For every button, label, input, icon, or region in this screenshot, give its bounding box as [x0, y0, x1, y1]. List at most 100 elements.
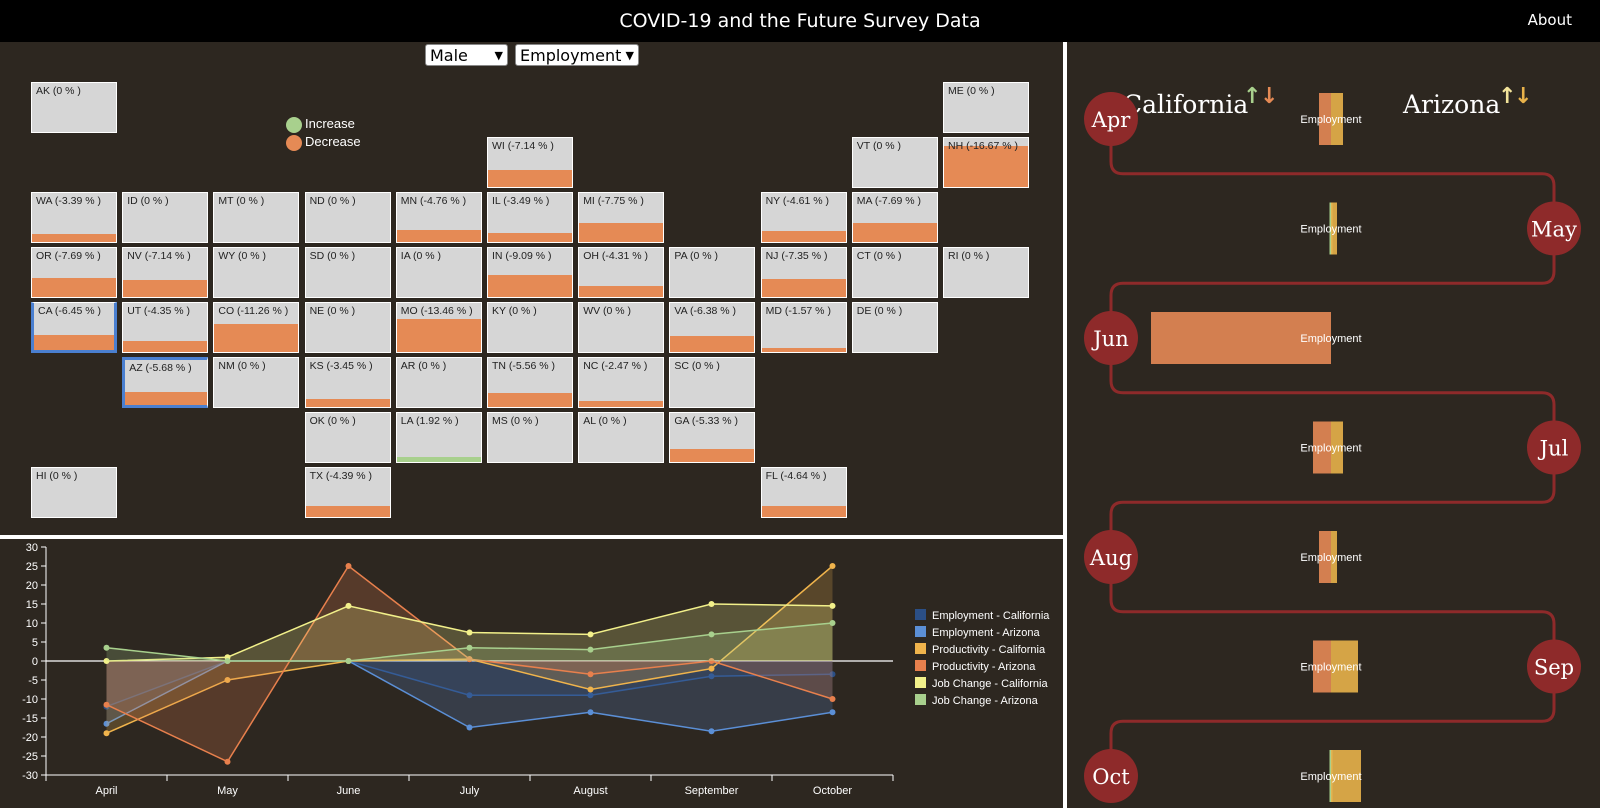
state-tile[interactable]: MS (0 % ) [487, 412, 573, 463]
state-tile[interactable]: WA (-3.39 % ) [31, 192, 117, 243]
x-tick-label: September [685, 785, 739, 797]
state-tile[interactable]: AK (0 % ) [31, 82, 117, 133]
state-tile[interactable]: RI (0 % ) [943, 247, 1029, 298]
state-tile-label: OK (0 % ) [309, 415, 356, 427]
state-tile[interactable]: DE (0 % ) [851, 302, 938, 353]
state-tile[interactable]: GA (-5.33 % ) [669, 412, 756, 463]
state-tile[interactable]: MI (-7.75 % ) [578, 192, 665, 243]
data-point [829, 602, 836, 609]
state-tile[interactable]: ID (0 % ) [122, 192, 209, 243]
data-point [103, 730, 110, 737]
state-tile[interactable]: SC (0 % ) [669, 357, 756, 408]
data-point [587, 671, 594, 678]
data-point [829, 671, 836, 678]
data-point [587, 692, 594, 699]
state-tile[interactable]: NJ (-7.35 % ) [760, 247, 847, 298]
legend-label: Employment - Arizona [932, 627, 1040, 639]
legend-label: Productivity - Arizona [932, 661, 1036, 673]
state-tile[interactable]: CO (-11.26 % ) [213, 302, 300, 353]
x-tick-label: April [95, 785, 117, 797]
state-tile-fill [32, 278, 116, 297]
state-tile-fill [488, 169, 572, 187]
state-tile[interactable]: IN (-9.09 % ) [487, 247, 573, 298]
state-tile[interactable]: WI (-7.14 % ) [487, 137, 573, 188]
state-tile-fill [670, 448, 755, 462]
x-tick-label: May [217, 785, 238, 797]
state-tile[interactable]: MT (0 % ) [213, 192, 300, 243]
state-tile[interactable]: FL (-4.64 % ) [760, 467, 847, 518]
state-tile-label: SC (0 % ) [674, 360, 720, 372]
month-circle[interactable] [1084, 311, 1138, 365]
state-tile[interactable]: CT (0 % ) [851, 247, 938, 298]
state-tile-label: SD (0 % ) [309, 250, 356, 262]
state-tile[interactable]: OK (0 % ) [304, 412, 391, 463]
state-tile-fill [761, 348, 846, 352]
legend-swatch [915, 609, 926, 620]
legend-swatch [915, 643, 926, 654]
arrow-up-icon: ↑ [1498, 84, 1517, 109]
state-tile[interactable]: PA (0 % ) [669, 247, 756, 298]
about-link[interactable]: About [1527, 11, 1572, 29]
month-circle[interactable] [1527, 639, 1581, 694]
state-tile[interactable]: WY (0 % ) [213, 247, 300, 298]
data-point [466, 644, 473, 651]
state-tile-label: OR (-7.69 % ) [36, 250, 101, 262]
state-tile[interactable]: NY (-4.61 % ) [760, 192, 847, 243]
state-tile[interactable]: MN (-4.76 % ) [395, 192, 482, 243]
month-circle[interactable] [1084, 92, 1138, 146]
y-tick-label: 30 [26, 542, 38, 554]
y-tick-label: 5 [32, 637, 38, 649]
state-tile[interactable]: TN (-5.56 % ) [487, 357, 573, 408]
month-circle[interactable] [1527, 201, 1581, 256]
state-tile-label: ND (0 % ) [309, 195, 356, 207]
state-tile[interactable]: NE (0 % ) [304, 302, 391, 353]
state-tile[interactable]: WV (0 % ) [578, 302, 665, 353]
state-tile[interactable]: IA (0 % ) [395, 247, 482, 298]
state-tile[interactable]: OH (-4.31 % ) [578, 247, 665, 298]
state-tile[interactable]: ND (0 % ) [304, 192, 391, 243]
state-tile-label: IA (0 % ) [400, 250, 442, 262]
california-bar [1151, 312, 1331, 364]
state-tile[interactable]: MA (-7.69 % ) [851, 192, 938, 243]
state-tile[interactable]: ME (0 % ) [943, 82, 1029, 133]
state-tile[interactable]: HI (0 % ) [31, 467, 117, 518]
month-circle[interactable] [1527, 420, 1581, 475]
gender-select[interactable]: Male ▼ [425, 44, 508, 66]
y-tick-label: 25 [26, 561, 38, 573]
state-tile-label: CT (0 % ) [856, 250, 902, 262]
data-point [829, 563, 836, 569]
state-tile[interactable]: LA (1.92 % ) [395, 412, 482, 463]
timeline-connector [1109, 119, 1556, 776]
state-tile[interactable]: MO (-13.46 % ) [395, 302, 482, 353]
state-tile[interactable]: SD (0 % ) [304, 247, 391, 298]
state-tile[interactable]: KY (0 % ) [487, 302, 573, 353]
state-tile[interactable]: AZ (-5.68 % ) [122, 357, 209, 408]
month-circle[interactable] [1084, 749, 1138, 803]
state-tile[interactable]: NV (-7.14 % ) [122, 247, 209, 298]
state-tile[interactable]: AL (0 % ) [578, 412, 665, 463]
state-tile-label: NE (0 % ) [309, 305, 356, 317]
state-tile-fill [32, 233, 116, 242]
data-point [708, 673, 715, 680]
state-tile[interactable]: UT (-4.35 % ) [122, 302, 209, 353]
legend-increase: Increase [286, 116, 355, 133]
state-tile[interactable]: IL (-3.49 % ) [487, 192, 573, 243]
state-tile[interactable]: OR (-7.69 % ) [31, 247, 117, 298]
state-tile[interactable]: NM (0 % ) [213, 357, 300, 408]
state-tile-label: MI (-7.75 % ) [583, 195, 644, 207]
state-tile[interactable]: AR (0 % ) [395, 357, 482, 408]
state-tile[interactable]: NC (-2.47 % ) [578, 357, 665, 408]
metric-select[interactable]: Employment ▼ [515, 44, 639, 66]
state-tile[interactable]: MD (-1.57 % ) [760, 302, 847, 353]
state-tile[interactable]: VT (0 % ) [851, 137, 938, 188]
state-tile[interactable]: VA (-6.38 % ) [669, 302, 756, 353]
state-tile[interactable]: TX (-4.39 % ) [304, 467, 391, 518]
state-tile-label: TX (-4.39 % ) [309, 470, 373, 482]
month-circle[interactable] [1084, 530, 1138, 584]
state-tile[interactable]: KS (-3.45 % ) [304, 357, 391, 408]
state-tile[interactable]: CA (-6.45 % ) [31, 302, 117, 353]
state-tile[interactable]: NH (-16.67 % ) [943, 137, 1029, 188]
state-tile-fill [761, 505, 846, 517]
state-tile-label: HI (0 % ) [36, 470, 78, 482]
page-title: COVID-19 and the Future Survey Data [619, 10, 981, 32]
